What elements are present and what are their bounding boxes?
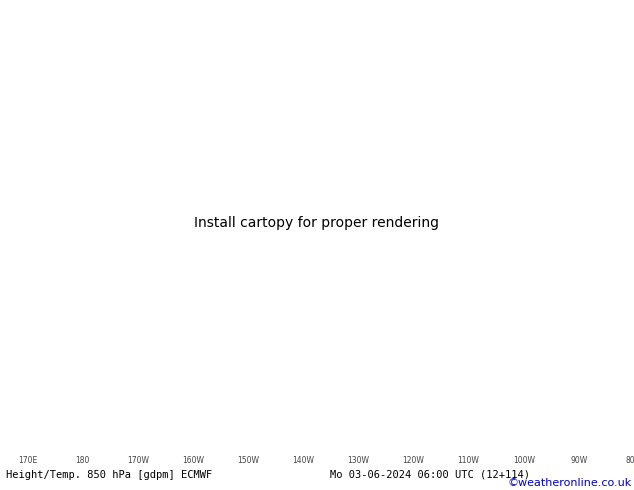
Text: 130W: 130W	[347, 456, 370, 465]
Text: 120W: 120W	[403, 456, 424, 465]
Text: 170E: 170E	[18, 456, 37, 465]
Text: 140W: 140W	[292, 456, 314, 465]
Text: 80W: 80W	[625, 456, 634, 465]
Text: Height/Temp. 850 hPa [gdpm] ECMWF: Height/Temp. 850 hPa [gdpm] ECMWF	[6, 470, 212, 480]
Text: ©weatheronline.co.uk: ©weatheronline.co.uk	[507, 478, 631, 488]
Text: 100W: 100W	[513, 456, 534, 465]
Text: 90W: 90W	[570, 456, 588, 465]
Text: 180: 180	[75, 456, 90, 465]
Text: 110W: 110W	[458, 456, 479, 465]
Text: Install cartopy for proper rendering: Install cartopy for proper rendering	[195, 216, 439, 230]
Text: 150W: 150W	[237, 456, 259, 465]
Text: 160W: 160W	[182, 456, 204, 465]
Text: 170W: 170W	[127, 456, 149, 465]
Text: Mo 03-06-2024 06:00 UTC (12+114): Mo 03-06-2024 06:00 UTC (12+114)	[330, 470, 529, 480]
